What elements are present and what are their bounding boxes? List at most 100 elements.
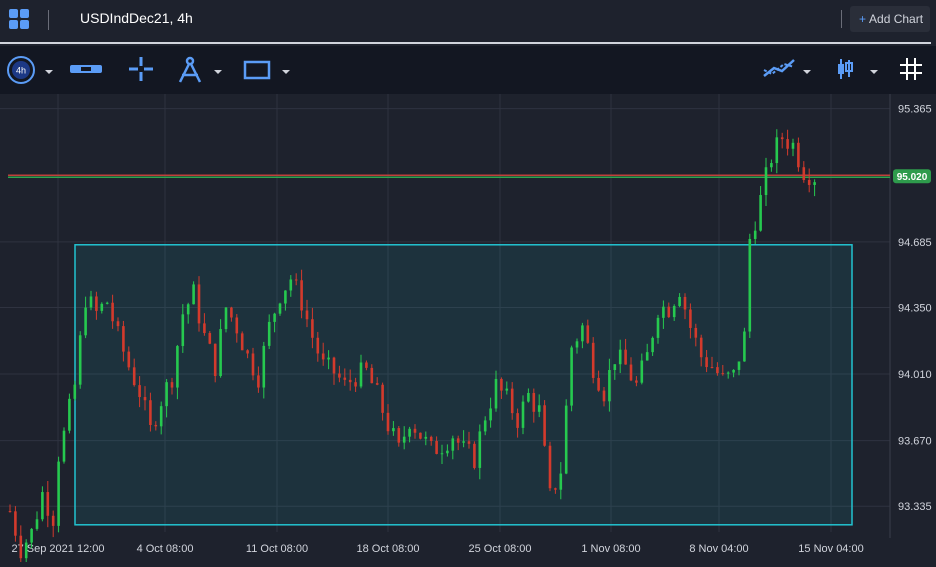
candle-body <box>149 400 152 425</box>
candle-body <box>446 450 449 454</box>
candle <box>348 369 352 391</box>
candle-body <box>667 306 671 318</box>
candle <box>435 436 438 455</box>
candle <box>392 421 395 436</box>
candle-body <box>419 432 422 439</box>
candle-body <box>581 325 584 342</box>
candle <box>132 358 136 387</box>
candle-body <box>300 280 303 311</box>
layout-grid-icon[interactable] <box>8 8 30 30</box>
candle-body <box>267 321 271 346</box>
candle-body <box>613 364 617 371</box>
candle <box>500 377 503 399</box>
candle-body <box>132 367 136 386</box>
interval-icon[interactable]: 4h <box>6 55 36 85</box>
candle <box>705 349 708 373</box>
candle <box>505 381 509 395</box>
candle <box>645 343 649 361</box>
candle <box>51 510 55 538</box>
candle <box>813 179 816 197</box>
candle-body <box>311 319 314 338</box>
candle <box>327 350 330 370</box>
grid-toggle-icon[interactable] <box>899 57 923 81</box>
candle-style-icon[interactable] <box>836 57 854 81</box>
rectangle-icon[interactable] <box>243 60 271 80</box>
candle-body <box>46 492 50 516</box>
candle <box>537 394 541 418</box>
candle-body <box>462 441 465 443</box>
candle <box>224 306 228 333</box>
candle <box>516 408 519 438</box>
candle <box>62 427 66 464</box>
candle-body <box>726 372 730 374</box>
x-tick-label: 18 Oct 08:00 <box>357 543 420 555</box>
x-tick-label: 8 Nov 04:00 <box>689 543 748 555</box>
candle-body <box>532 392 536 412</box>
candle-body <box>381 384 384 413</box>
candlestick-chart[interactable]: 95.365 94.685 94.350 94.010 93.670 93.335 27 S… <box>0 94 936 567</box>
candle <box>316 331 320 362</box>
chart-tab[interactable]: USDIndDec21, 4h <box>52 0 215 44</box>
chart-area[interactable]: 95.365 94.685 94.350 94.010 93.670 93.335 27 S… <box>0 94 936 567</box>
measure-icon[interactable] <box>69 60 103 78</box>
candle-body <box>408 428 411 437</box>
indicators-icon[interactable] <box>762 58 796 80</box>
candle-body <box>413 428 417 433</box>
candle-body <box>170 382 174 388</box>
chevron-down-icon[interactable] <box>803 70 811 74</box>
chevron-down-icon[interactable] <box>214 70 222 74</box>
candle <box>370 364 374 384</box>
y-tick-label: 94.010 <box>898 369 932 381</box>
candle <box>780 132 784 149</box>
candle-body <box>203 323 206 334</box>
candle-body <box>8 511 12 513</box>
candle <box>575 338 579 354</box>
candle-body <box>537 405 541 412</box>
chevron-down-icon[interactable] <box>282 70 290 74</box>
chart-tab-title: USDIndDec21, 4h <box>80 10 193 26</box>
crosshair-icon[interactable] <box>128 56 154 82</box>
candle-body <box>51 515 55 526</box>
candle-body <box>68 398 71 431</box>
candle <box>429 435 433 446</box>
candle-body <box>375 383 379 385</box>
range-rectangle <box>74 244 853 526</box>
candle <box>154 421 158 431</box>
candle <box>743 327 746 362</box>
candle <box>456 435 460 451</box>
compass-icon[interactable] <box>176 56 204 84</box>
candle-body <box>127 351 131 368</box>
candle-body <box>813 182 816 185</box>
candle <box>402 426 406 450</box>
candle <box>143 386 147 411</box>
candle <box>68 393 71 434</box>
candle <box>78 331 82 389</box>
x-tick-label: 27 Sep 2021 12:00 <box>12 543 105 555</box>
candle-body <box>710 367 714 369</box>
candle-body <box>84 307 87 336</box>
candle <box>408 426 411 443</box>
candle-body <box>240 333 244 351</box>
chevron-down-icon[interactable] <box>45 70 53 74</box>
candle <box>510 382 514 420</box>
x-tick-label: 15 Nov 04:00 <box>798 543 863 555</box>
candle-body <box>732 369 735 373</box>
candle-body <box>397 428 401 443</box>
candle-body <box>775 137 779 164</box>
candle <box>138 376 141 408</box>
candle <box>489 397 492 428</box>
candle <box>159 401 163 435</box>
candle-body <box>30 528 33 543</box>
candle <box>24 539 28 567</box>
chevron-down-icon[interactable] <box>870 70 878 74</box>
candle-body <box>807 179 811 185</box>
candle <box>726 371 730 379</box>
add-chart-button[interactable]: + Add Chart <box>850 6 930 32</box>
plus-icon: + <box>859 12 867 26</box>
candle-body <box>370 367 374 384</box>
y-tick-label: 94.685 <box>898 237 932 249</box>
candle <box>521 395 525 435</box>
candle <box>764 157 768 206</box>
candle-body <box>176 346 179 388</box>
candle <box>629 357 633 382</box>
